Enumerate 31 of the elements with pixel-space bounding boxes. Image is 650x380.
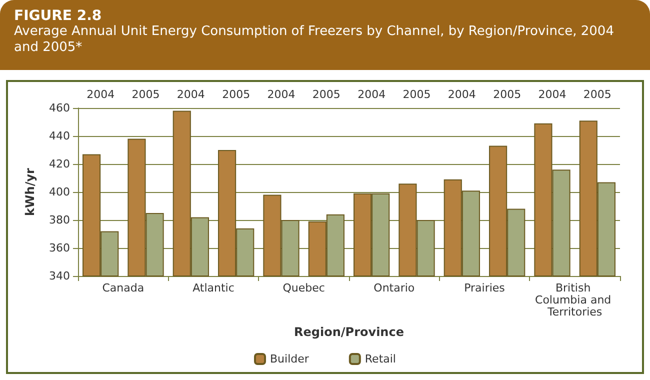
text: Canada [102,282,144,294]
chart-subtitle: Average Annual Unit Energy Consumption of Freezers by Channel, by Region/Province, 2004 and 2005* [14,24,615,56]
x-tick-label: 2005 [402,88,431,101]
text: Quebec [282,282,325,294]
y-tick-label: 360 [49,242,70,254]
text: Ontario [374,282,415,294]
x-tick-label: 2004 [448,88,476,101]
x-tick-label: 2004 [358,88,386,101]
x-tick-label: 2004 [267,88,296,101]
text: Atlantic [192,282,234,294]
chart-title: FIGURE 2.8 [14,8,103,24]
x-axis-title: Region/Province [294,325,404,339]
y-tick-label: 440 [49,130,70,142]
y-tick-label: 420 [49,158,70,170]
y-tick-label: 400 [49,186,70,198]
legend-label: Builder [270,352,310,366]
y-tick-label: 340 [49,270,70,282]
x-tick-label: 2005 [132,88,160,101]
legend-label: Retail [364,352,396,366]
x-tick-label: 2004 [86,88,115,101]
x-tick-label: 2005 [222,88,250,101]
x-tick-label: 2004 [538,88,566,101]
x-tick-label: 2005 [493,88,522,101]
y-axis-title: kWh/yr [23,168,37,216]
x-tick-label: 2004 [176,88,205,101]
x-tick-label: 2005 [312,88,340,101]
y-tick-label: 460 [49,102,70,114]
y-tick-label: 380 [49,214,70,226]
text: Prairies [464,282,506,294]
x-tick-label: 2005 [583,88,612,101]
text: British Columbia and Territories [535,282,615,318]
